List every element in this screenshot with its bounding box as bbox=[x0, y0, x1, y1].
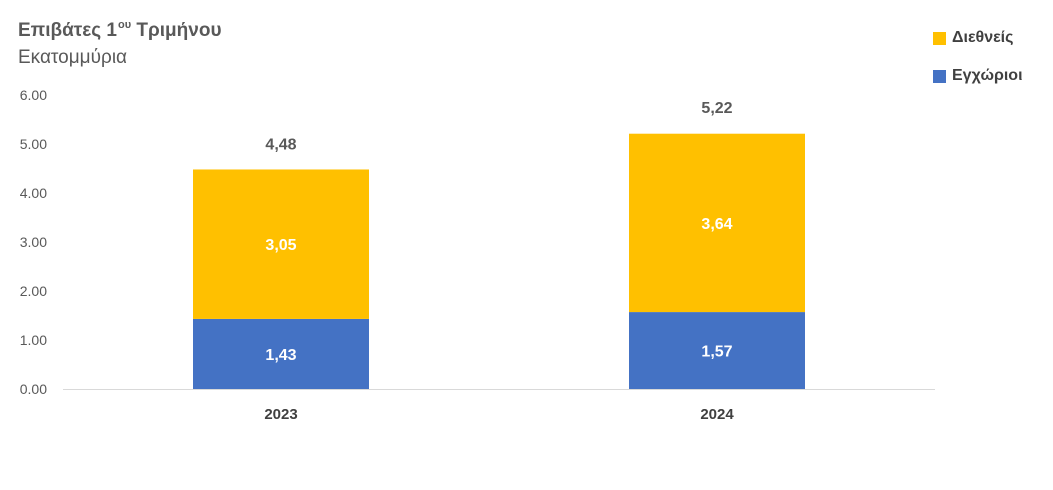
y-tick-label: 1.00 bbox=[20, 332, 47, 348]
y-tick-label: 0.00 bbox=[20, 381, 47, 397]
y-tick-label: 6.00 bbox=[20, 87, 47, 103]
bar-segment bbox=[629, 312, 805, 389]
total-label: 5,22 bbox=[701, 100, 732, 117]
total-label: 4,48 bbox=[265, 136, 296, 153]
legend-swatch-domestic bbox=[933, 69, 946, 83]
legend-swatch-international bbox=[933, 31, 946, 45]
data-label: 3,05 bbox=[265, 237, 296, 254]
legend-label-domestic: Εγχώριοι bbox=[952, 67, 1023, 84]
bar-segment bbox=[193, 169, 369, 319]
bar-segment bbox=[193, 318, 369, 389]
y-tick-label: 5.00 bbox=[20, 136, 47, 152]
legend-label-international: Διεθνείς bbox=[952, 29, 1014, 46]
x-tick-label: 2023 bbox=[264, 406, 297, 423]
bar-segment bbox=[629, 133, 805, 313]
data-label: 1,43 bbox=[265, 347, 296, 364]
data-label: 3,64 bbox=[701, 216, 732, 233]
x-tick-label: 2024 bbox=[700, 406, 734, 423]
y-tick-label: 2.00 bbox=[20, 283, 47, 299]
y-tick-label: 4.00 bbox=[20, 185, 47, 201]
data-label: 1,57 bbox=[701, 344, 732, 361]
legend: Διεθνείς Εγχώριοι bbox=[933, 28, 1023, 104]
legend-item-international: Διεθνείς bbox=[933, 28, 1023, 48]
y-tick-label: 3.00 bbox=[20, 234, 47, 250]
legend-item-domestic: Εγχώριοι bbox=[933, 66, 1023, 86]
chart-title: Επιβάτες 1ου Τριμήνου bbox=[18, 19, 222, 41]
chart-subtitle: Εκατομμύρια bbox=[18, 47, 128, 68]
